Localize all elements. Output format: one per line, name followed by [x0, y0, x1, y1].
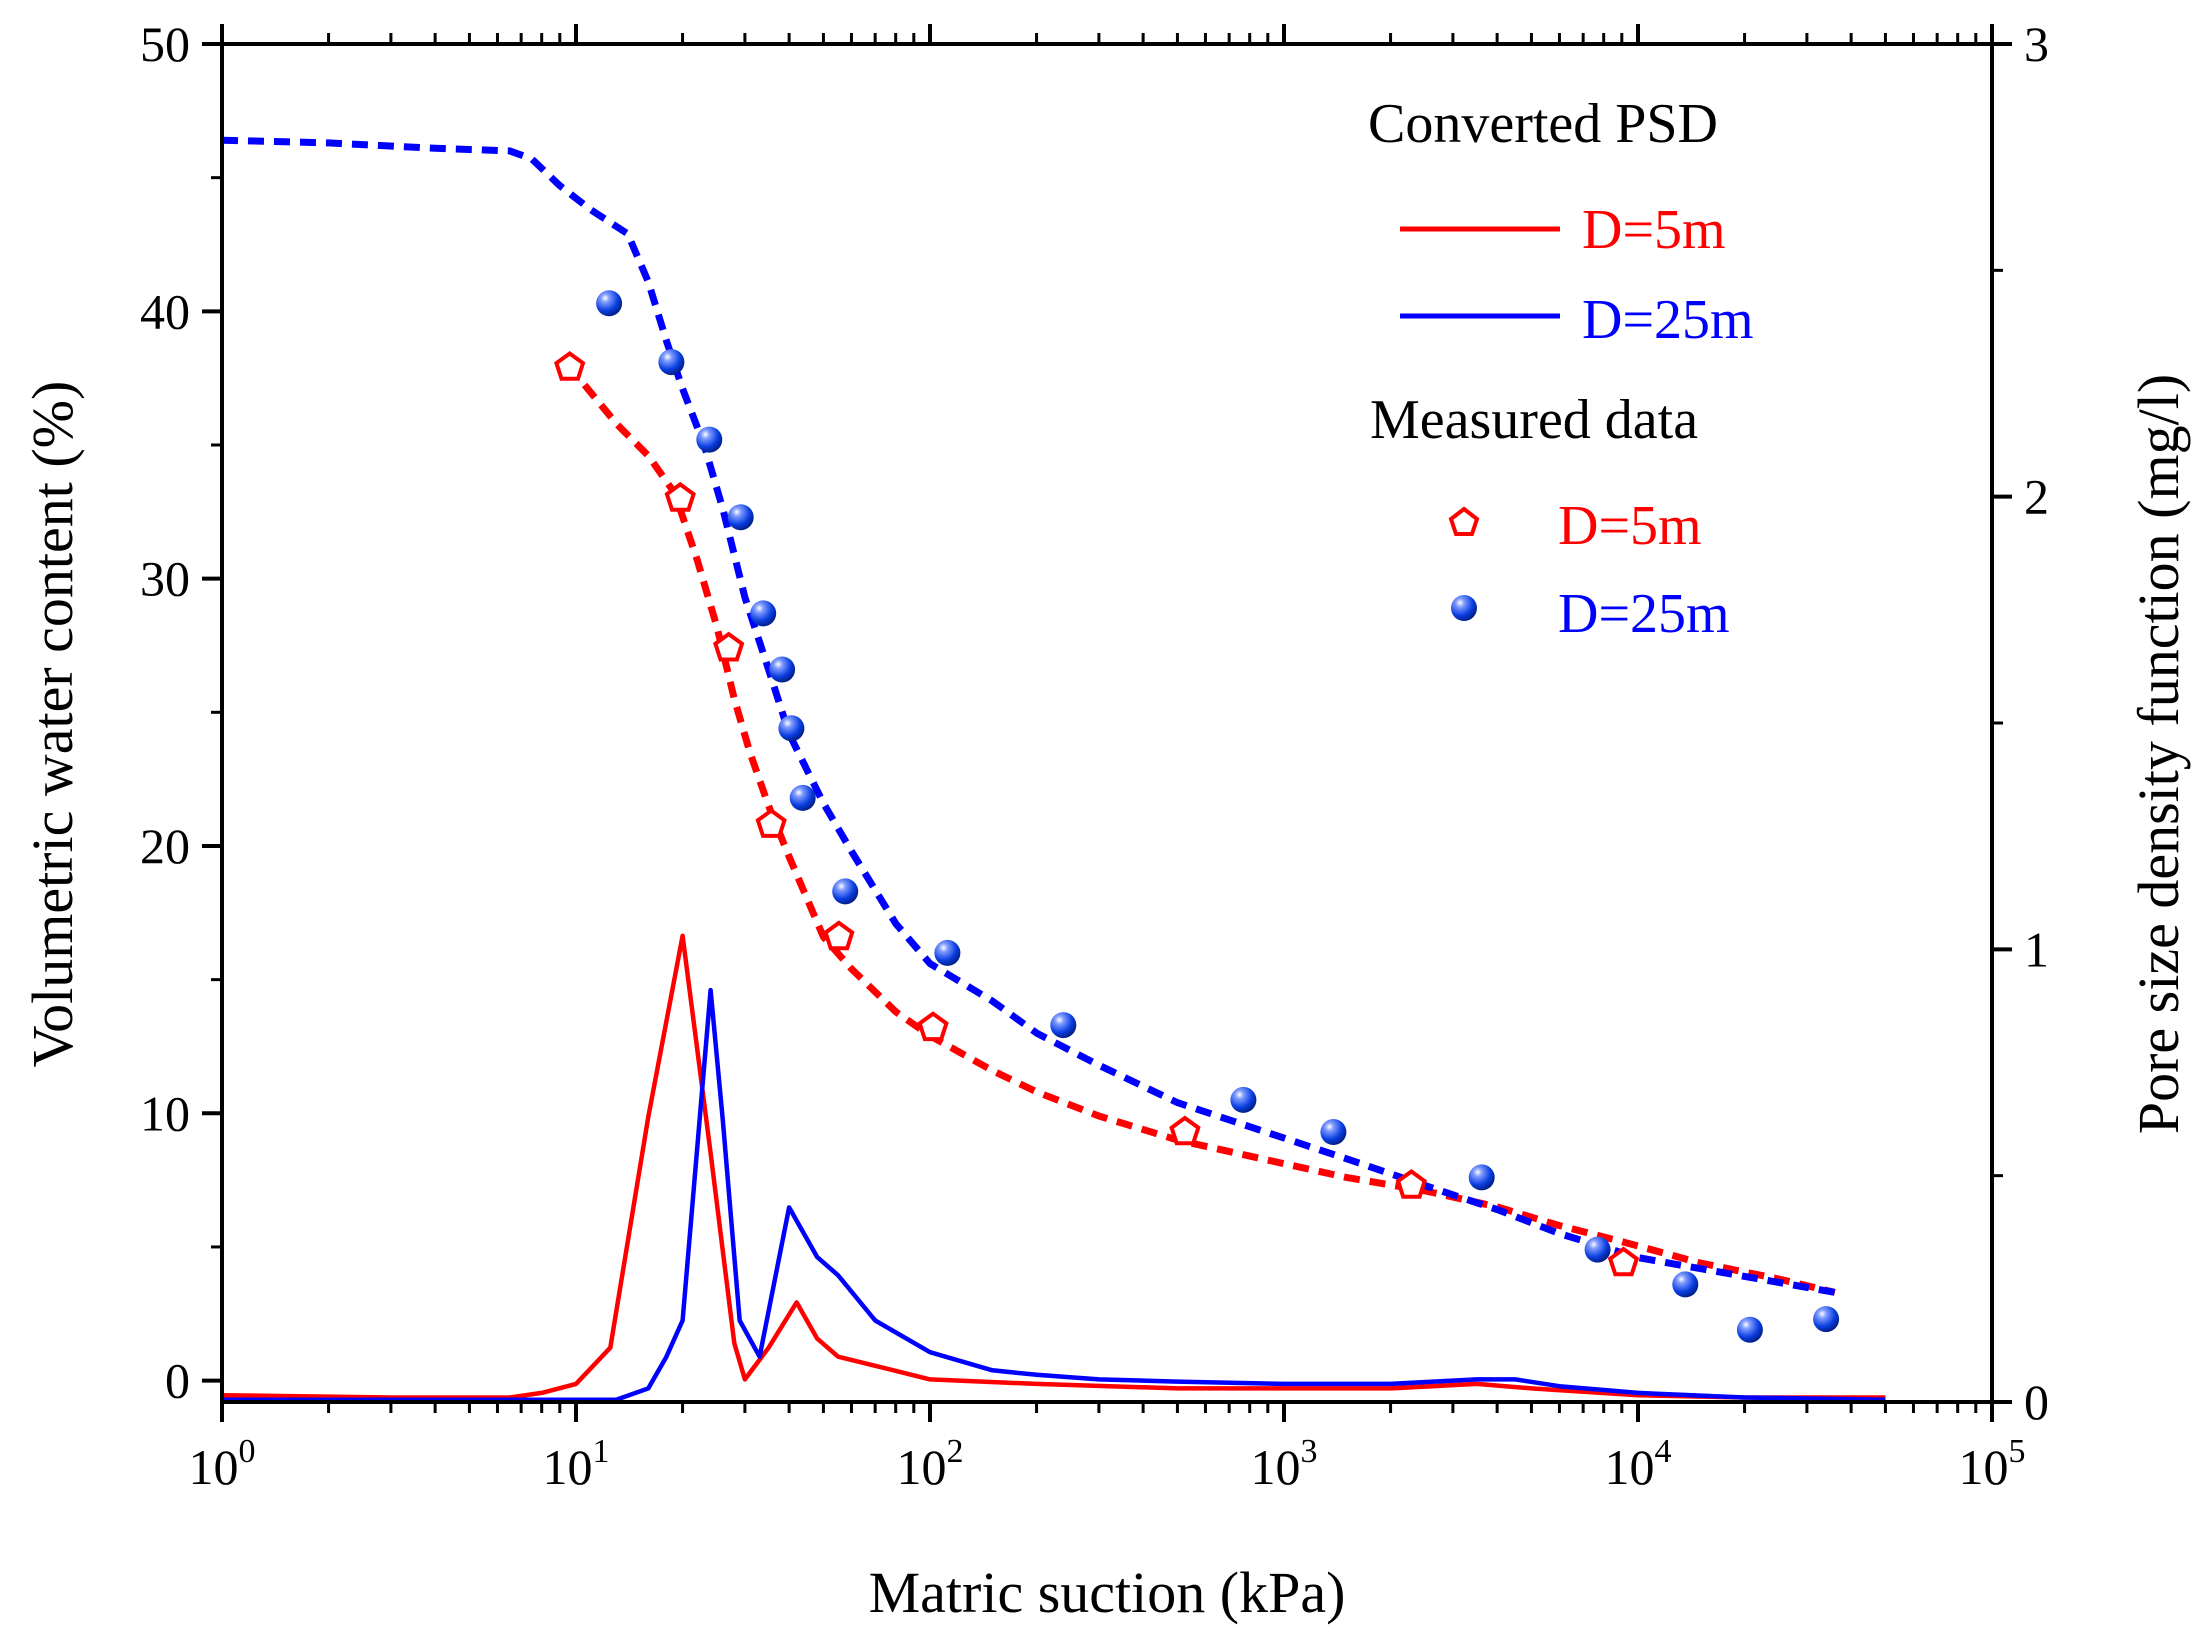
- x-tick-label: 101: [543, 1433, 610, 1495]
- measured-point-d5: [1395, 1169, 1428, 1199]
- measured-point-d25: [769, 656, 796, 683]
- measured-point-d25: [1230, 1086, 1257, 1113]
- legend-heading-measured: Measured data: [1370, 389, 1698, 451]
- measured-point-d5: [823, 920, 855, 951]
- marker-layer: [554, 290, 1840, 1343]
- y-right-tick-label: 0: [2024, 1374, 2049, 1430]
- measured-point-d25: [934, 939, 961, 966]
- psd-line-d25: [222, 987, 1886, 1402]
- measured-point-d5: [554, 351, 586, 381]
- x-tick-exponent: 3: [1301, 1433, 1318, 1470]
- measured-point-d5: [755, 808, 787, 838]
- y-left-tick-label: 20: [140, 818, 190, 874]
- x-axis-title: Matric suction (kPa): [869, 1560, 1346, 1625]
- x-tick-base: 10: [1959, 1439, 2009, 1495]
- y-right-axis-title: Pore size density function (mg/l): [2126, 374, 2191, 1134]
- x-tick-exponent: 4: [1655, 1433, 1672, 1470]
- legend-label-measured-d5: D=5m: [1558, 495, 1702, 557]
- x-tick-label: 103: [1251, 1433, 1318, 1495]
- measured-point-d5: [713, 631, 745, 662]
- measured-point-d25: [1672, 1271, 1699, 1298]
- measured-point-d5: [1607, 1246, 1640, 1277]
- measured-point-d25: [696, 426, 723, 453]
- x-tick-base: 10: [897, 1439, 947, 1495]
- x-tick-label: 104: [1605, 1433, 1672, 1495]
- x-tick-label: 100: [189, 1433, 256, 1495]
- y-left-axis-title: Volumetric water content (%): [20, 381, 85, 1068]
- measured-point-d25: [778, 715, 805, 742]
- psd-line-d5: [222, 933, 1886, 1400]
- legend-marker-sphere: [1451, 595, 1477, 621]
- measured-point-d5: [1169, 1115, 1201, 1146]
- y-left-tick-label: 0: [165, 1353, 190, 1409]
- x-tick-base: 10: [543, 1439, 593, 1495]
- y-right-tick-label: 1: [2024, 921, 2049, 977]
- measured-point-d25: [1584, 1236, 1611, 1263]
- measured-point-d25: [727, 504, 754, 531]
- legend-heading-converted: Converted PSD: [1368, 93, 1718, 155]
- fitted-curve-d25: [222, 136, 1836, 1296]
- measured-point-d25: [1813, 1306, 1840, 1333]
- legend-label-converted-d25: D=25m: [1582, 289, 1754, 351]
- measured-point-d25: [1320, 1119, 1347, 1145]
- x-tick-base: 10: [189, 1439, 239, 1495]
- legend: Converted PSD D=5m D=25m Measured data D…: [1368, 93, 1754, 645]
- y-left-tick-label: 40: [140, 283, 190, 339]
- measured-point-d5: [917, 1011, 949, 1042]
- x-tick-exponent: 1: [593, 1433, 610, 1470]
- measured-point-d25: [1736, 1316, 1763, 1343]
- measured-point-d25: [658, 349, 685, 376]
- y-left-tick-label: 10: [140, 1085, 190, 1141]
- x-tick-base: 10: [1605, 1439, 1655, 1495]
- measured-point-d5: [664, 481, 696, 512]
- plot-frame: [220, 42, 1994, 1404]
- x-tick-exponent: 0: [239, 1433, 256, 1470]
- y-left-tick-label: 50: [140, 16, 190, 72]
- legend-marker-pentagon: [1448, 506, 1480, 536]
- x-tick-label: 102: [897, 1433, 964, 1495]
- x-tick-exponent: 5: [2009, 1433, 2026, 1470]
- x-tick-label: 105: [1959, 1433, 2026, 1495]
- measured-point-d25: [832, 878, 859, 905]
- legend-label-measured-d25: D=25m: [1558, 583, 1730, 645]
- measured-point-d25: [1050, 1012, 1077, 1039]
- measured-point-d25: [789, 784, 816, 811]
- y-right-tick-label: 2: [2024, 469, 2049, 525]
- x-tick-exponent: 2: [947, 1433, 964, 1470]
- measured-point-d25: [1468, 1164, 1495, 1191]
- y-right-tick-label: 3: [2024, 16, 2049, 72]
- measured-point-d25: [750, 600, 777, 627]
- y-left-tick-label: 30: [140, 551, 190, 607]
- x-tick-base: 10: [1251, 1439, 1301, 1495]
- measured-point-d25: [596, 290, 623, 317]
- legend-label-converted-d5: D=5m: [1582, 199, 1726, 261]
